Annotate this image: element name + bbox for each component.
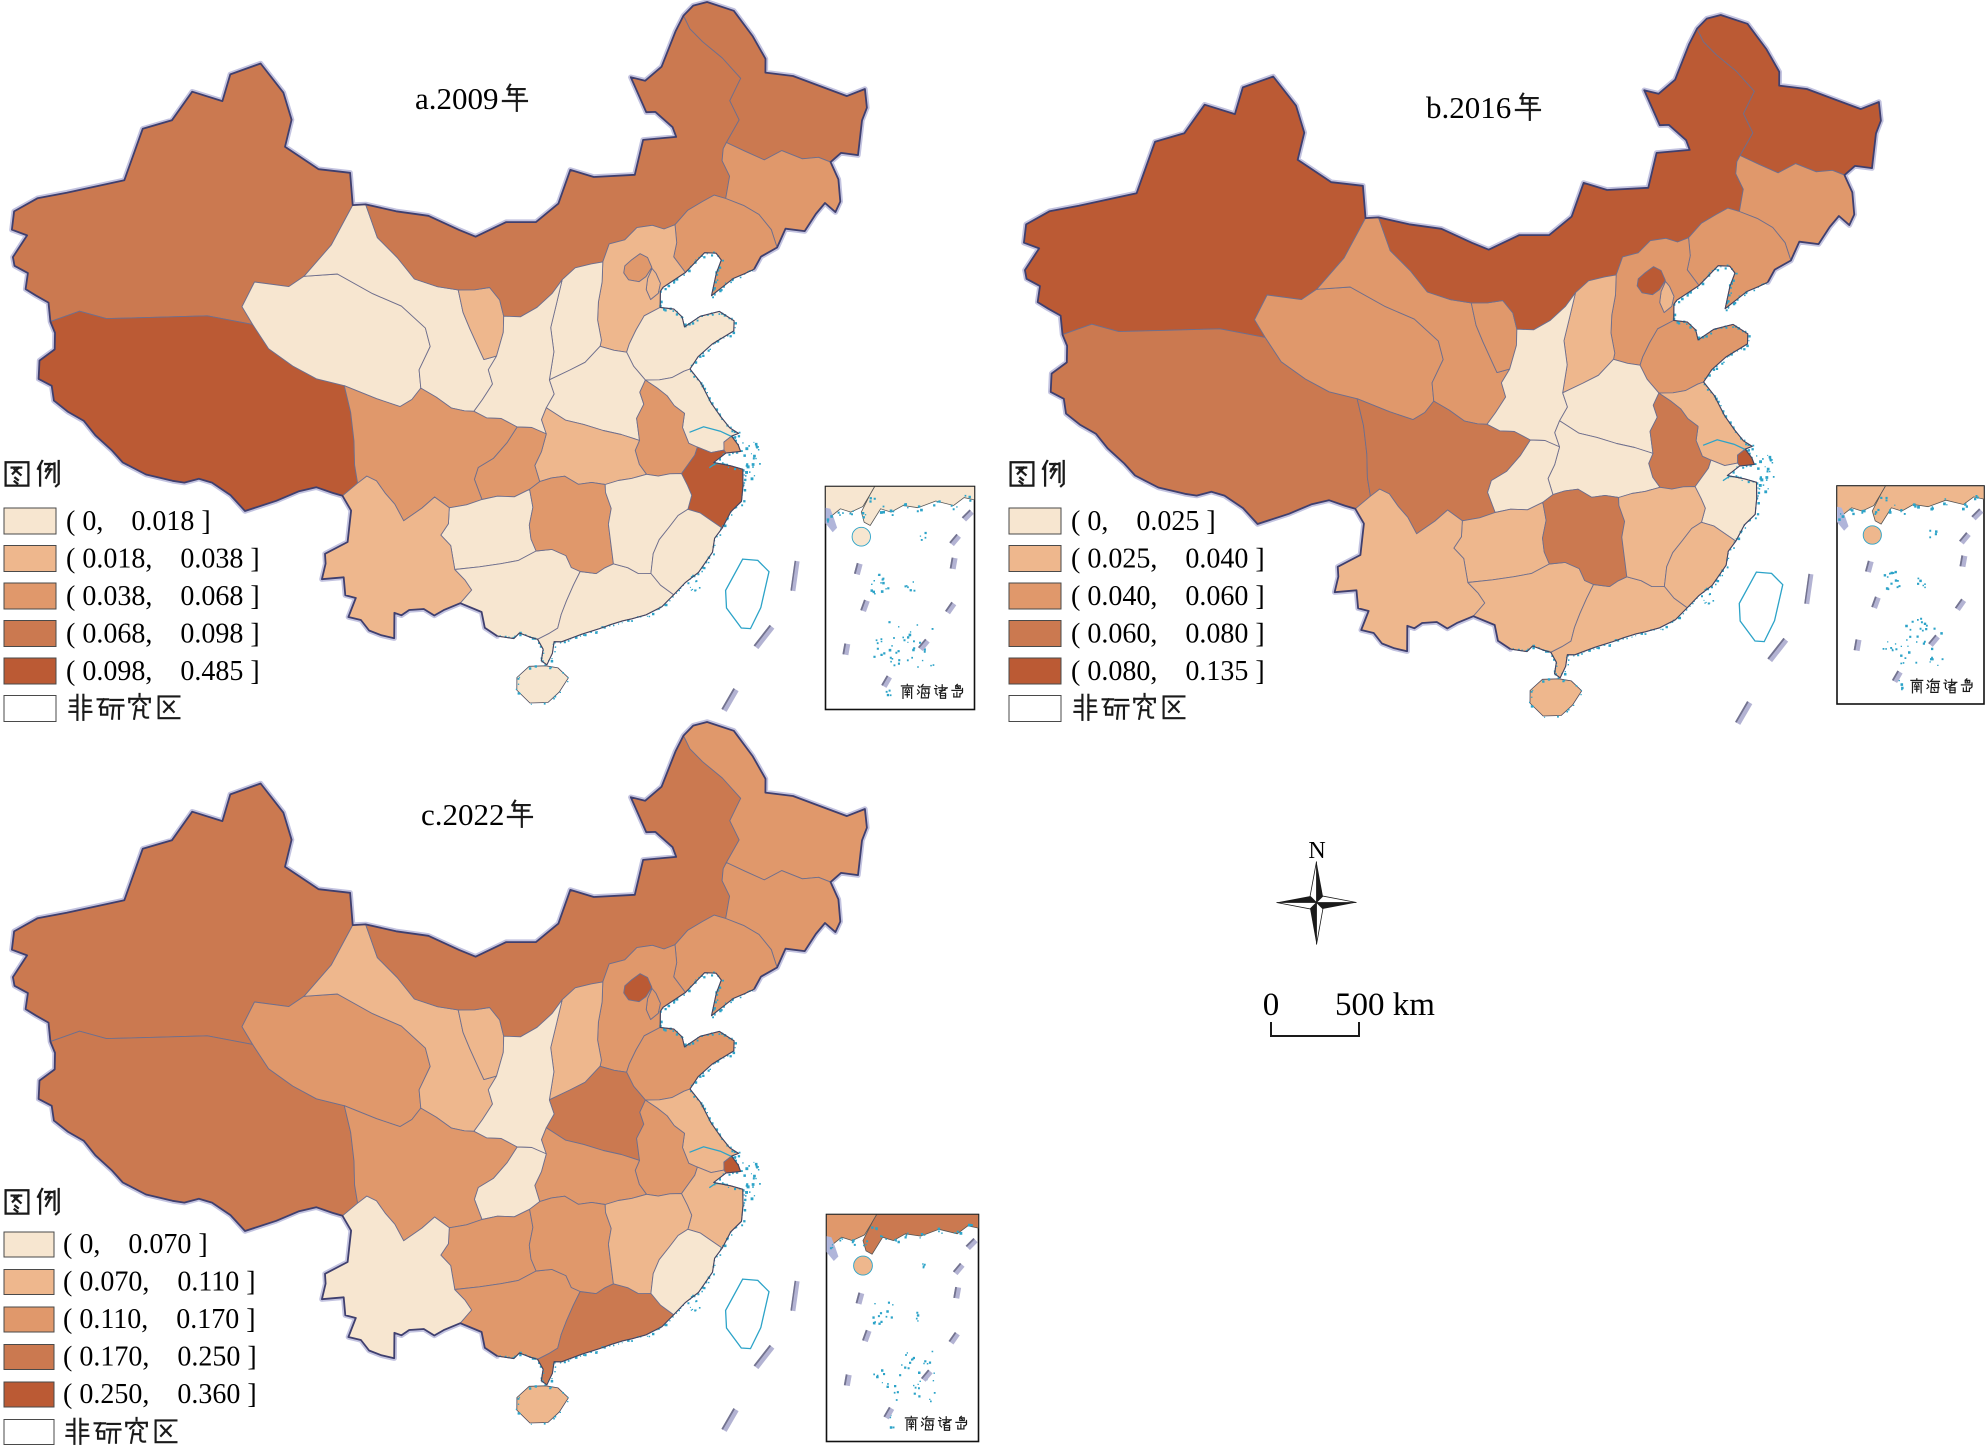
svg-text:( 0.060, 0.080 ]: ( 0.060, 0.080 ] <box>1071 619 1265 650</box>
svg-text:0: 0 <box>1263 987 1280 1023</box>
svg-text:( 0.170, 0.250 ]: ( 0.170, 0.250 ] <box>63 1342 257 1373</box>
svg-text:( 0, 0.025 ]: ( 0, 0.025 ] <box>1071 506 1216 537</box>
svg-text:( 0.038, 0.068 ]: ( 0.038, 0.068 ] <box>66 581 260 612</box>
svg-text:( 0.068, 0.098 ]: ( 0.068, 0.098 ] <box>66 619 260 650</box>
svg-text:( 0.025, 0.040 ]: ( 0.025, 0.040 ] <box>1071 544 1265 575</box>
svg-text:a.2009: a.2009 <box>415 81 499 116</box>
svg-text:( 0.070, 0.110 ]: ( 0.070, 0.110 ] <box>63 1267 256 1298</box>
svg-text:b.2016: b.2016 <box>1426 90 1511 125</box>
svg-text:500 km: 500 km <box>1335 987 1435 1023</box>
svg-text:( 0.018, 0.038 ]: ( 0.018, 0.038 ] <box>66 544 260 575</box>
svg-text:( 0, 0.018 ]: ( 0, 0.018 ] <box>66 506 211 537</box>
svg-text:N: N <box>1308 838 1325 864</box>
svg-text:( 0.250, 0.360 ]: ( 0.250, 0.360 ] <box>63 1379 257 1410</box>
svg-text:( 0.110, 0.170 ]: ( 0.110, 0.170 ] <box>63 1304 256 1335</box>
svg-text:c.2022: c.2022 <box>421 797 505 832</box>
svg-text:( 0, 0.070 ]: ( 0, 0.070 ] <box>63 1229 208 1260</box>
svg-text:( 0.098, 0.485 ]: ( 0.098, 0.485 ] <box>66 656 260 687</box>
svg-text:( 0.080, 0.135 ]: ( 0.080, 0.135 ] <box>1071 656 1265 687</box>
svg-text:( 0.040, 0.060 ]: ( 0.040, 0.060 ] <box>1071 581 1265 612</box>
